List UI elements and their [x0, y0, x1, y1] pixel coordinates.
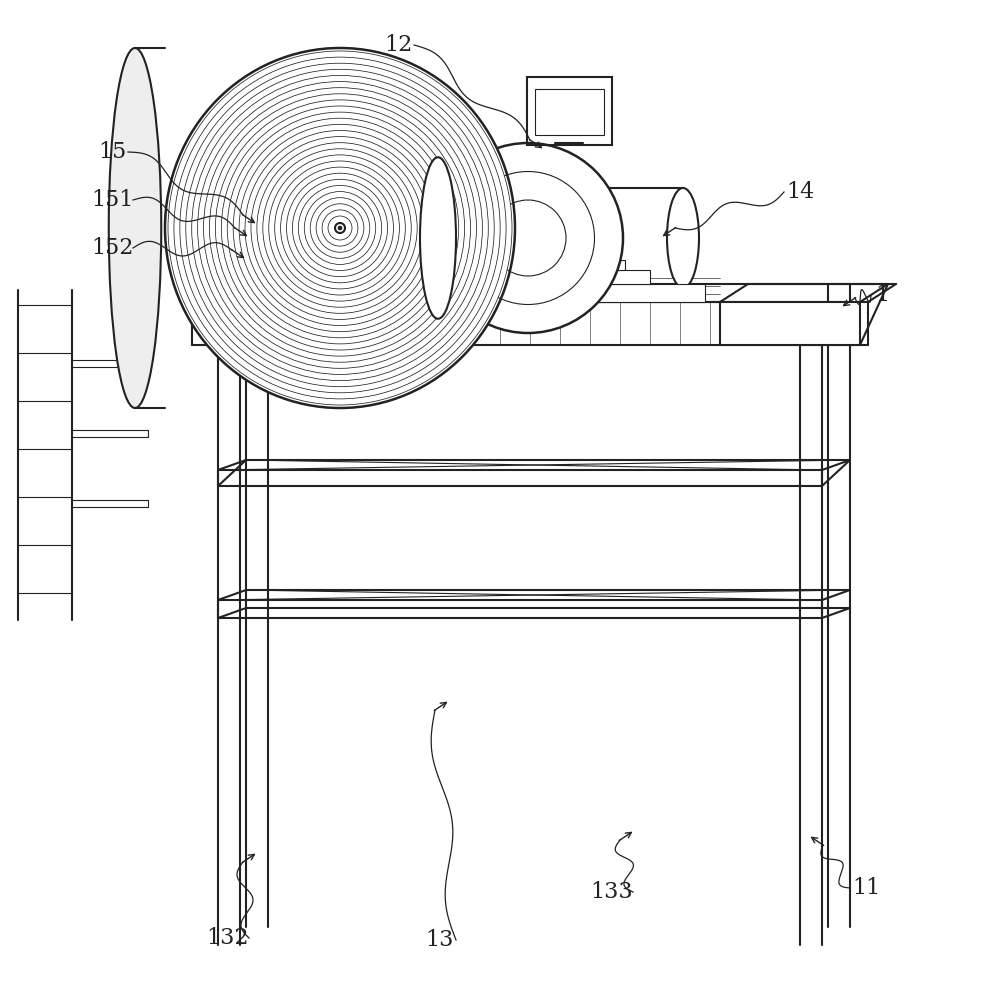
Bar	[527, 77, 612, 145]
Ellipse shape	[433, 143, 623, 333]
Text: 152: 152	[90, 237, 133, 259]
Text: 11: 11	[852, 877, 880, 899]
Ellipse shape	[498, 208, 522, 268]
Ellipse shape	[335, 223, 345, 233]
Ellipse shape	[245, 130, 435, 326]
Text: 14: 14	[785, 181, 814, 203]
Ellipse shape	[180, 63, 500, 393]
Text: 13: 13	[426, 929, 454, 951]
Bar	[455, 260, 625, 270]
Ellipse shape	[168, 51, 512, 405]
Text: 151: 151	[90, 189, 133, 211]
Ellipse shape	[328, 216, 352, 240]
Ellipse shape	[298, 185, 381, 271]
Ellipse shape	[233, 118, 447, 338]
Ellipse shape	[174, 57, 506, 399]
Ellipse shape	[263, 149, 417, 307]
Ellipse shape	[304, 192, 375, 264]
Ellipse shape	[186, 69, 495, 387]
Ellipse shape	[667, 188, 699, 288]
Ellipse shape	[338, 226, 342, 230]
Text: 1: 1	[875, 284, 889, 306]
Bar	[720, 302, 860, 345]
Ellipse shape	[287, 173, 393, 283]
Ellipse shape	[420, 157, 456, 319]
Text: 12: 12	[384, 34, 412, 56]
Ellipse shape	[210, 94, 471, 362]
Ellipse shape	[269, 155, 411, 301]
Text: 132: 132	[207, 927, 249, 949]
Ellipse shape	[251, 137, 429, 319]
Bar	[440, 270, 650, 284]
Ellipse shape	[239, 124, 441, 332]
Ellipse shape	[227, 112, 453, 344]
Ellipse shape	[109, 48, 161, 408]
Ellipse shape	[275, 161, 405, 295]
Bar	[410, 284, 705, 302]
Ellipse shape	[165, 48, 515, 408]
Ellipse shape	[281, 167, 399, 289]
Text: 133: 133	[591, 881, 634, 903]
Ellipse shape	[316, 204, 363, 252]
Ellipse shape	[322, 210, 357, 246]
Ellipse shape	[293, 179, 387, 277]
Text: 15: 15	[98, 141, 126, 163]
Ellipse shape	[204, 88, 477, 368]
Ellipse shape	[215, 100, 465, 356]
Ellipse shape	[310, 198, 369, 258]
Ellipse shape	[221, 106, 459, 350]
Ellipse shape	[198, 82, 483, 374]
Bar	[535, 89, 604, 135]
Ellipse shape	[257, 143, 423, 313]
Ellipse shape	[192, 75, 489, 381]
